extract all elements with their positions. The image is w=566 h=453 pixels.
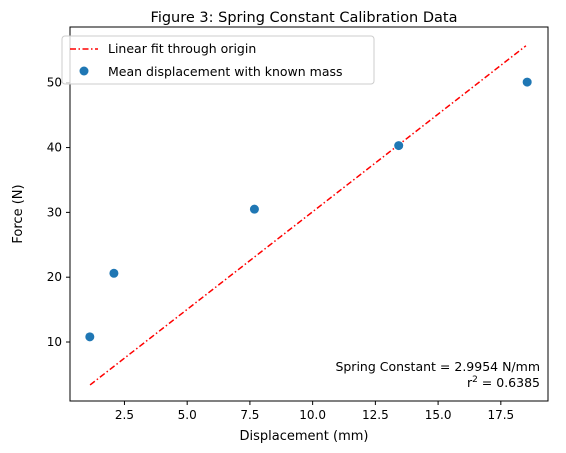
- spring-constant-annotation: Spring Constant = 2.9954 N/mm: [335, 359, 540, 374]
- scatter-point: [109, 268, 119, 278]
- x-tick-label: 12.5: [362, 408, 389, 422]
- legend-box: [61, 35, 375, 85]
- y-tick-label: 10: [47, 335, 62, 349]
- r-squared-annotation: r2 = 0.6385: [467, 375, 540, 390]
- legend: Linear fit through origin Mean displacem…: [61, 35, 375, 85]
- x-tick-label: 7.5: [240, 408, 259, 422]
- scatter-point: [522, 77, 532, 87]
- r-squared-exponent: 2: [472, 375, 478, 385]
- x-tick-label: 10.0: [299, 408, 326, 422]
- scatter-point: [394, 141, 404, 151]
- y-tick-label: 30: [47, 205, 62, 219]
- axes-frame: [69, 26, 549, 402]
- x-axis-label: Displacement (mm): [240, 429, 369, 444]
- scatter-point: [85, 332, 95, 342]
- y-tick-label: 20: [47, 270, 62, 284]
- x-tick-label: 15.0: [425, 408, 452, 422]
- x-tick-label: 5.0: [178, 408, 197, 422]
- chart-title: Figure 3: Spring Constant Calibration Da…: [151, 10, 458, 26]
- legend-label-scatter: Mean displacement with known mass: [108, 64, 343, 79]
- y-axis-label: Force (N): [11, 184, 26, 243]
- fit-line: [89, 45, 527, 386]
- scatter-point: [249, 204, 259, 214]
- x-tick-label: 17.5: [487, 408, 514, 422]
- y-tick-label: 50: [47, 76, 62, 90]
- x-tick-label: 2.5: [115, 408, 134, 422]
- r-squared-value: = 0.6385: [478, 375, 540, 390]
- x-axis: 2.5 5.0 7.5 10.0 12.5 15.0 17.5: [115, 401, 514, 422]
- plot-area: [85, 45, 532, 386]
- y-axis: 10 20 30 40 50: [47, 76, 70, 349]
- y-tick-label: 40: [47, 141, 62, 155]
- legend-label-fit-line: Linear fit through origin: [108, 41, 256, 56]
- r-squared-symbol: r: [467, 375, 473, 390]
- legend-scatter-marker-sample: [79, 66, 89, 76]
